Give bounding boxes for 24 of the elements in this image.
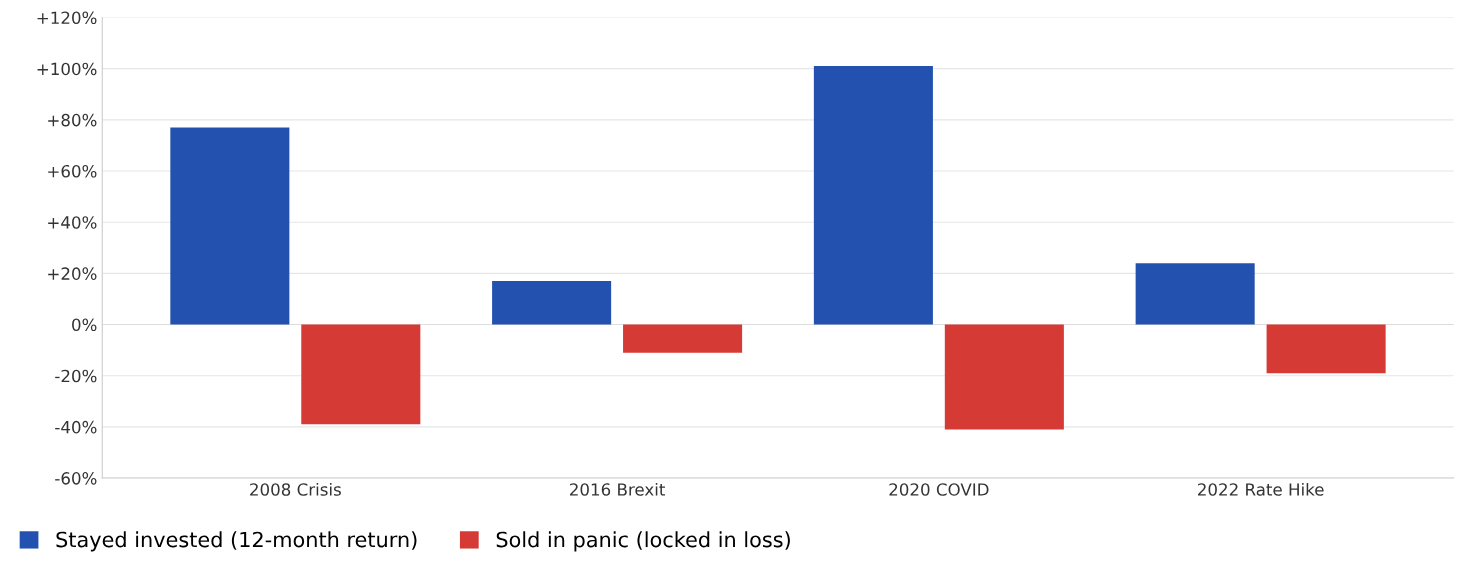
y-tick-label: +120% [37,11,97,25]
y-tick-label: -40% [55,420,97,434]
legend-label: Sold in panic (locked in loss) [496,531,790,552]
y-tick-label: +100% [37,62,97,76]
y-tick-label: 0% [72,318,97,332]
legend-label: Stayed invested (12-month return) [56,531,417,552]
bar [813,66,933,325]
x-tick-label: 2016 Brexit [570,482,666,496]
y-tick-label: +20% [48,267,97,280]
bar [492,281,612,325]
bar [1135,263,1255,325]
y-tick-label: +40% [48,216,97,229]
y-tick-label: -20% [55,369,97,383]
x-tick-label: 2008 Crisis [250,482,341,496]
bar [944,324,1064,430]
bar [1266,324,1386,374]
bar [623,324,743,353]
bar [301,324,421,425]
y-tick-label: +60% [48,164,97,178]
y-tick-label: -60% [55,472,97,485]
x-tick-label: 2020 COVID [889,483,989,496]
bar [170,127,290,325]
y-tick-label: +80% [48,113,97,127]
x-tick-label: 2022 Rate Hike [1198,482,1324,496]
